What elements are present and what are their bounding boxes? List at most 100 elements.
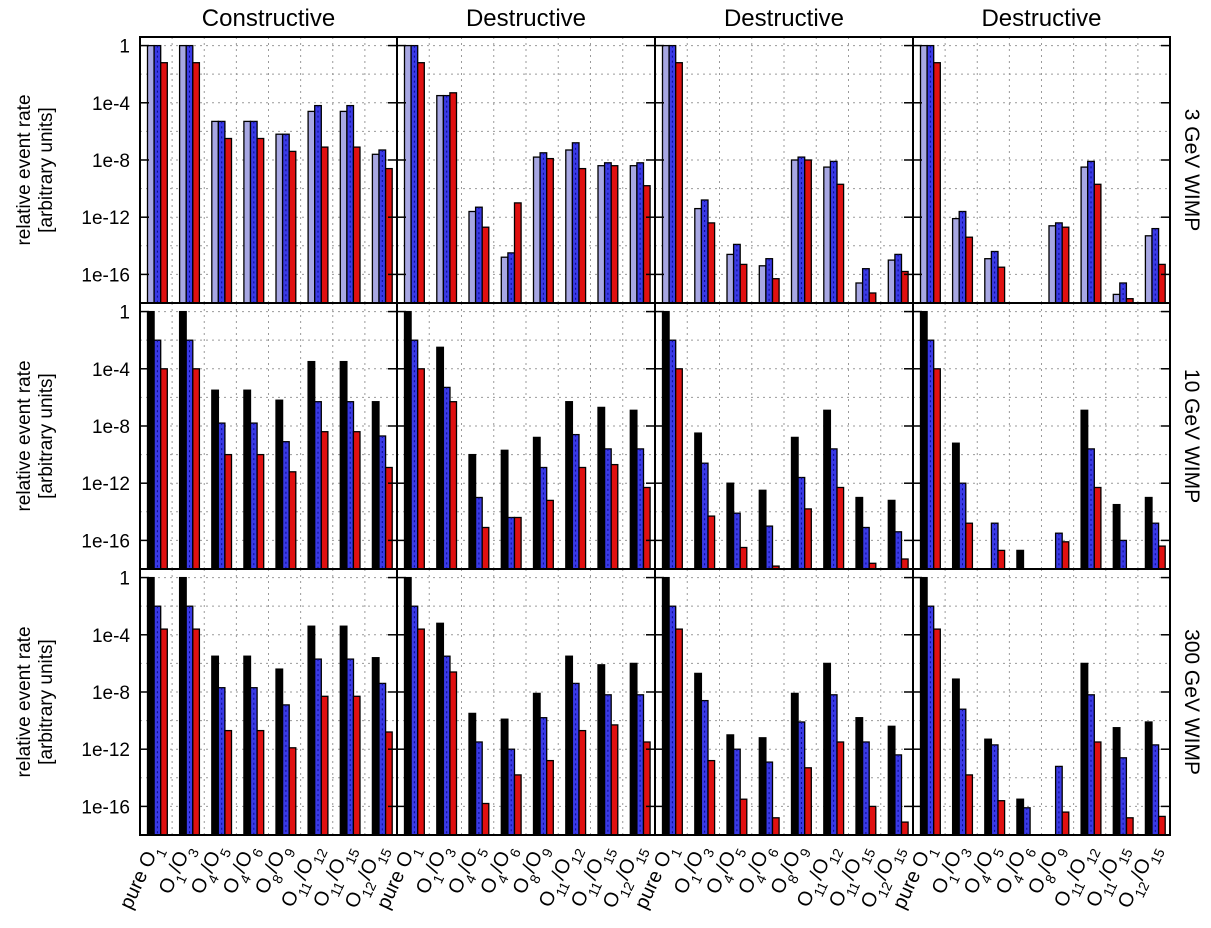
bar <box>546 157 554 304</box>
row-label: 3 GeV WIMP <box>1180 109 1203 232</box>
y-tick-label: 1 <box>119 569 130 590</box>
bar <box>951 442 960 570</box>
bar <box>403 310 412 570</box>
bar <box>507 748 516 836</box>
column-title: Destructive <box>466 5 586 32</box>
bar <box>1016 798 1025 836</box>
y-tick-label: 1e-16 <box>81 531 130 552</box>
y-tick-label: 1e-16 <box>81 797 130 818</box>
bar <box>732 512 741 570</box>
bar <box>597 165 606 304</box>
bar <box>224 453 233 570</box>
y-tick-label: 1 <box>119 303 130 324</box>
bar <box>500 449 509 570</box>
bar <box>371 401 380 570</box>
x-tick-label-part: 11 <box>552 879 573 899</box>
bar <box>726 734 735 836</box>
bar <box>1093 183 1102 304</box>
bar <box>675 368 683 570</box>
y-axis-label: relative event rate <box>14 626 35 777</box>
x-tick-label-part: 15 <box>599 846 620 867</box>
bar <box>668 44 677 304</box>
bar <box>565 401 574 570</box>
bar <box>642 185 651 304</box>
bar <box>160 628 168 836</box>
bar <box>887 259 896 304</box>
bar <box>339 110 348 304</box>
bar <box>160 368 168 570</box>
bar <box>578 729 587 836</box>
x-tick-label-part: 11 <box>810 879 831 899</box>
bar <box>178 576 187 836</box>
bar <box>790 436 799 570</box>
bar <box>836 486 845 570</box>
bar <box>1061 541 1070 570</box>
bar <box>243 389 252 570</box>
bar <box>468 210 477 304</box>
bar <box>352 695 361 836</box>
bar <box>707 515 716 570</box>
bar <box>449 401 458 570</box>
bar <box>629 662 638 836</box>
bar <box>468 453 477 570</box>
x-tick-label-part: 12 <box>874 879 895 900</box>
bar <box>1061 226 1070 304</box>
bar <box>629 165 638 304</box>
bar <box>926 44 935 304</box>
panel-frames <box>139 36 1171 836</box>
bar <box>243 655 252 836</box>
bar <box>185 605 194 836</box>
bar <box>288 747 297 836</box>
bar <box>1112 727 1121 836</box>
bar <box>997 800 1006 836</box>
bar <box>823 409 832 570</box>
x-tick-label-part: 12 <box>1131 879 1152 900</box>
bar <box>887 725 896 836</box>
bar <box>578 167 587 304</box>
bar <box>320 431 329 570</box>
bar <box>1093 741 1102 836</box>
bar <box>384 167 393 304</box>
bar <box>1080 409 1089 570</box>
x-tick-label: O1/O3 <box>412 841 460 900</box>
bar <box>675 628 683 836</box>
bar <box>919 310 928 570</box>
bar <box>1022 807 1031 836</box>
x-tick-label-part: 15 <box>342 846 363 867</box>
x-tick-label-part: 12 <box>1083 846 1104 867</box>
bar <box>339 625 348 836</box>
x-tick-label-part: 12 <box>616 879 637 900</box>
bar <box>771 817 780 836</box>
bar <box>668 605 677 836</box>
bar <box>855 282 864 304</box>
bar <box>178 44 187 304</box>
x-tick-label-part: 15 <box>632 846 653 867</box>
bar <box>984 258 993 304</box>
bar <box>790 692 799 836</box>
bar <box>965 774 974 836</box>
x-tick-label-part: 11 <box>295 879 316 899</box>
bar <box>900 270 909 304</box>
bar <box>1093 486 1102 570</box>
bar <box>661 44 670 304</box>
x-tick-label: O11/O15 <box>825 841 879 914</box>
bar <box>1016 549 1025 570</box>
bar <box>403 576 412 836</box>
bar <box>732 748 741 836</box>
bar <box>739 798 748 836</box>
bar <box>758 265 767 304</box>
bar <box>739 263 748 304</box>
bar <box>339 360 348 570</box>
bar <box>513 202 522 304</box>
bar <box>192 62 201 304</box>
bar <box>804 508 812 570</box>
x-tick-label: O1/O3 <box>670 841 718 900</box>
bar <box>771 278 780 304</box>
bar <box>758 489 767 570</box>
y-tick-label: 1e-8 <box>92 151 130 172</box>
bar <box>926 605 935 836</box>
bar <box>855 717 864 836</box>
bar <box>900 558 909 570</box>
bar <box>661 310 670 570</box>
